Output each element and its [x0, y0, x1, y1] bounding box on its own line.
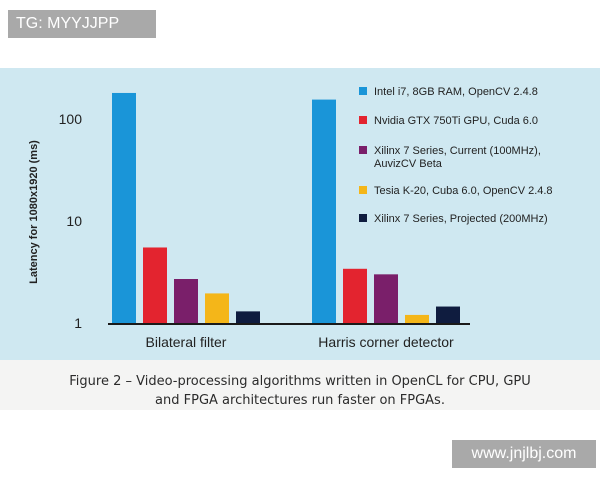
- legend-swatch: [359, 186, 367, 194]
- legend-swatch: [359, 87, 367, 95]
- watermark-top-left: TG: MYYJJPP: [8, 10, 156, 38]
- legend-label: Tesia K-20, Cuba 6.0, OpenCV 2.4.8: [374, 185, 553, 197]
- chart-bars: [112, 92, 460, 323]
- y-tick-label: 10: [66, 213, 82, 229]
- figure-caption: Figure 2 – Video-processing algorithms w…: [0, 372, 600, 410]
- legend-swatch: [359, 146, 367, 154]
- bar: [143, 247, 167, 323]
- x-category-label: Bilateral filter: [146, 334, 227, 350]
- x-category-label: Harris corner detector: [318, 334, 454, 350]
- y-tick-label: 100: [59, 111, 83, 127]
- y-axis-label: Latency for 1080x1920 (ms): [28, 140, 40, 284]
- bar: [205, 293, 229, 323]
- y-tick-label: 1: [74, 315, 82, 331]
- caption-band: [0, 360, 600, 410]
- bar: [112, 92, 136, 323]
- watermark-bottom-right: www.jnjlbj.com: [452, 440, 596, 468]
- caption-line-1: Figure 2 – Video-processing algorithms w…: [69, 374, 531, 389]
- bar: [312, 99, 336, 323]
- caption-line-2: and FPGA architectures run faster on FPG…: [155, 393, 445, 408]
- bar: [174, 279, 198, 323]
- bar: [236, 311, 260, 323]
- legend-label: Xilinx 7 Series, Current (100MHz), AuvizC…: [374, 145, 541, 170]
- legend-label: Intel i7, 8GB RAM, OpenCV 2.4.8: [374, 86, 538, 98]
- chart-axes: 1 10 100 Latency for 1080x1920 (ms) Bilatera…: [28, 111, 470, 350]
- legend-swatch: [359, 214, 367, 222]
- bar: [436, 306, 460, 323]
- bar: [343, 268, 367, 323]
- legend-label: Xilinx 7 Series, Projected (200MHz): [374, 213, 548, 225]
- legend-label: Nvidia GTX 750Ti GPU, Cuda 6.0: [374, 115, 538, 127]
- chart-panel: [0, 68, 600, 360]
- bar: [374, 274, 398, 323]
- bar: [405, 314, 429, 323]
- legend-swatch: [359, 116, 367, 124]
- chart-legend: Intel i7, 8GB RAM, OpenCV 2.4.8 Nvidia GT…: [359, 86, 553, 225]
